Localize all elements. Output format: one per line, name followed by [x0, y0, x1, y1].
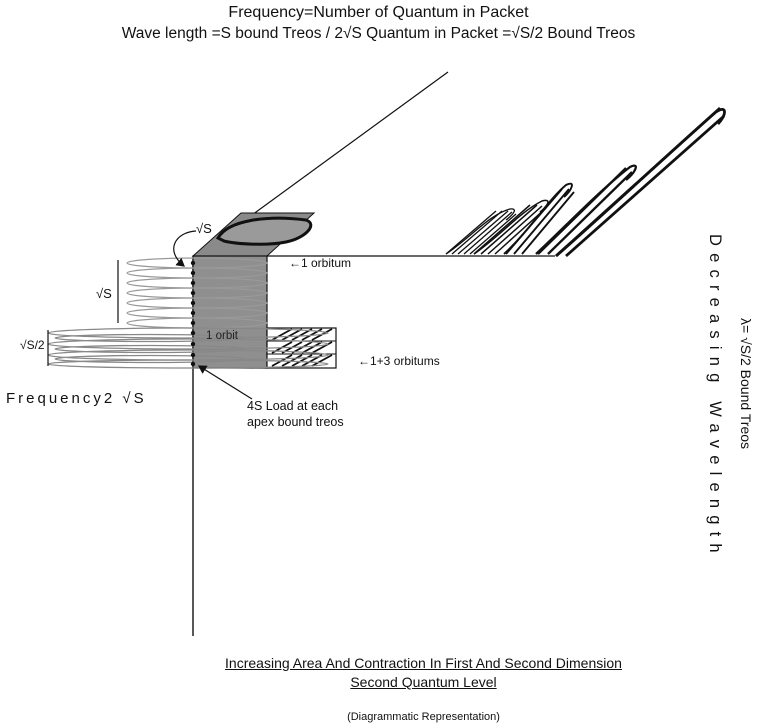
sqrt-s-side-label: √S — [96, 286, 112, 301]
caption-line-1: Increasing Area And Contraction In First… — [225, 655, 622, 671]
decreasing-wavelength-label: Decreasing Wavelength — [706, 234, 724, 560]
wave-packets — [445, 106, 726, 258]
caption-line-2: Second Quantum Level — [350, 674, 497, 690]
one-orbit-inner-label: 1 orbit — [206, 330, 238, 342]
one-orbitum-label: ←1 orbitum — [289, 256, 352, 270]
title-line-2: Wave length =S bound Treos / 2√S Quantum… — [121, 25, 636, 42]
frequency-label: Frequency2 √S — [6, 390, 147, 407]
axis-dots — [190, 260, 196, 367]
one-plus-three-orbitums-label: ←1+3 orbitums — [358, 354, 440, 368]
title-line-1: Frequency=Number of Quantum in Packet — [228, 4, 529, 21]
load-label: 4S Load at each apex bound treos — [247, 399, 344, 429]
sqrt-s2-loops — [47, 327, 329, 369]
caption-line-3: (Diagrammatic Representation) — [347, 711, 500, 723]
upper-loop — [215, 216, 313, 246]
lambda-label: λ= √S/2 Bound Treos — [738, 318, 754, 450]
sqrt-s-top-label: √S — [196, 221, 212, 236]
sqrt-s-curved-arrow — [173, 230, 197, 267]
sqrt-s2-side-label: √S/2 — [20, 338, 45, 352]
sqrt-s-loops — [126, 257, 268, 329]
load-arrow — [197, 365, 253, 400]
